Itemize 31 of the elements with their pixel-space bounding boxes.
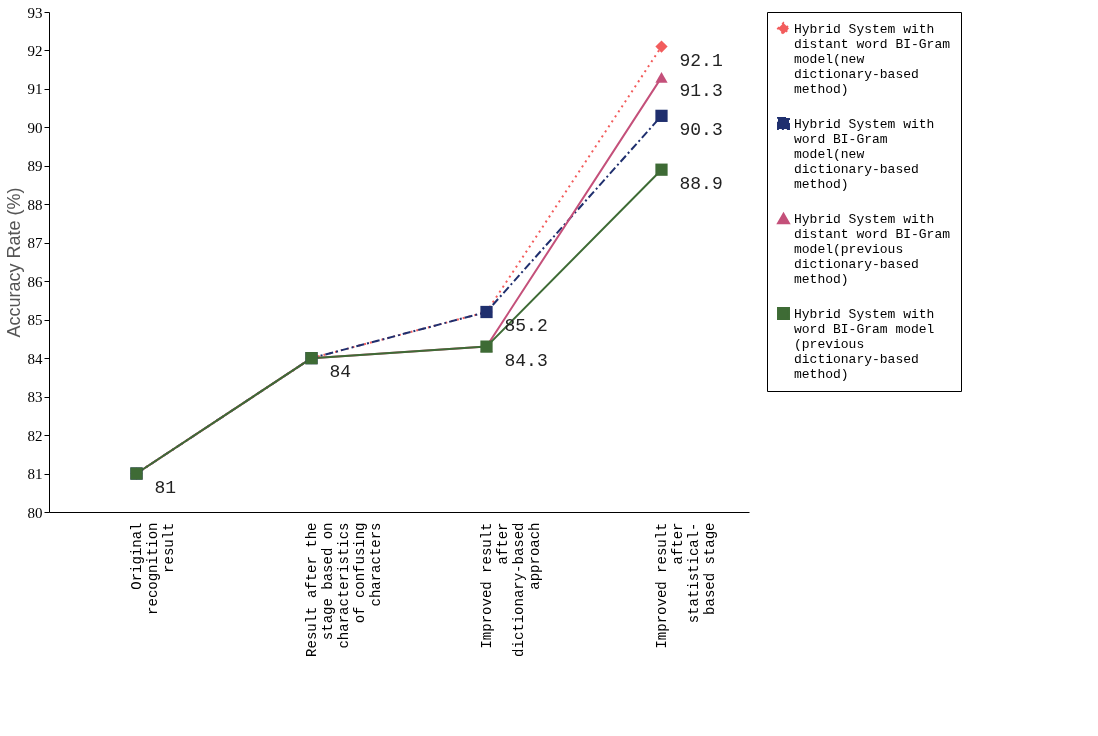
legend-label: Hybrid System with distant word BI-Gram model(previous dictionary-based method) bbox=[794, 211, 951, 287]
x-tick-label: Improved result after statistical-based stage bbox=[654, 522, 718, 649]
legend-label: Hybrid System with distant word BI-Gram model(new dictionary-based method) bbox=[794, 21, 951, 97]
data-label: 92.1 bbox=[679, 50, 723, 71]
data-label: 88.9 bbox=[679, 173, 723, 194]
y-tick-label: 90 bbox=[27, 119, 43, 136]
y-tick-label: 92 bbox=[27, 42, 43, 59]
y-tick-label: 89 bbox=[27, 158, 43, 175]
data-label: 91.3 bbox=[679, 81, 723, 102]
y-tick-label: 86 bbox=[27, 273, 43, 290]
y-tick-label: 87 bbox=[27, 235, 43, 252]
y-tick-label: 93 bbox=[27, 4, 43, 21]
y-tick-label: 84 bbox=[27, 350, 43, 367]
data-label: 90.3 bbox=[679, 119, 723, 140]
y-tick-label: 83 bbox=[27, 389, 43, 406]
y-tick-label: 88 bbox=[27, 196, 43, 213]
x-tick-label: Result after the stage based on characteristics of confusing characters bbox=[304, 522, 384, 657]
legend-label: Hybrid System with word BI-Gram model(new dictionary-based method) bbox=[794, 116, 935, 192]
y-tick-label: 81 bbox=[27, 466, 43, 483]
data-label: 84 bbox=[329, 362, 352, 383]
legend-label: Hybrid System with word BI-Gram model (previous dictionary-based method) bbox=[794, 306, 935, 382]
x-tick-label: Original recognition result bbox=[129, 522, 177, 615]
x-tick-label: Improved result after dictionary-based approach bbox=[479, 522, 543, 657]
y-tick-label: 85 bbox=[27, 312, 43, 329]
data-label: 84.3 bbox=[504, 350, 548, 371]
y-tick-label: 82 bbox=[27, 427, 43, 444]
y-tick-label: 91 bbox=[27, 81, 43, 98]
y-tick-label: 80 bbox=[27, 504, 43, 521]
y-axis-title: Accuracy Rate (%) bbox=[3, 187, 24, 338]
data-label: 81 bbox=[154, 477, 177, 498]
data-label: 85.2 bbox=[504, 316, 548, 336]
